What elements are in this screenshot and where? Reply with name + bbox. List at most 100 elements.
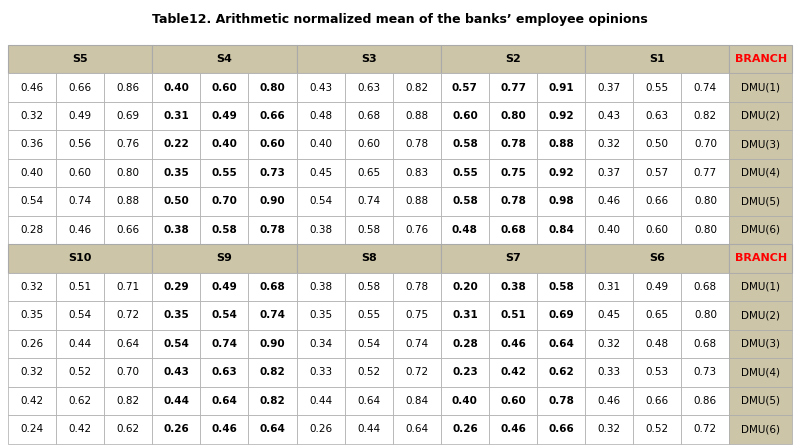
Bar [104, 102, 152, 130]
Text: 0.50: 0.50 [646, 139, 669, 150]
Text: DMU(5): DMU(5) [742, 396, 780, 406]
Text: 0.73: 0.73 [260, 168, 286, 178]
Bar [200, 187, 249, 215]
Bar [104, 273, 152, 301]
Bar [104, 330, 152, 358]
Text: 0.50: 0.50 [163, 196, 190, 207]
Bar [441, 330, 489, 358]
Text: 0.88: 0.88 [117, 196, 140, 207]
Text: 0.58: 0.58 [211, 225, 238, 235]
Bar [441, 358, 489, 387]
Bar [730, 244, 792, 273]
Text: 0.80: 0.80 [694, 310, 717, 320]
Text: 0.57: 0.57 [646, 168, 669, 178]
Text: 0.51: 0.51 [69, 282, 92, 292]
Bar [441, 130, 489, 159]
Bar [682, 215, 730, 244]
Text: 0.65: 0.65 [646, 310, 669, 320]
Bar [634, 187, 682, 215]
Bar [200, 73, 249, 102]
Text: 0.54: 0.54 [163, 339, 190, 349]
Bar [537, 358, 585, 387]
Text: 0.65: 0.65 [357, 168, 380, 178]
Bar [345, 187, 393, 215]
Bar [8, 301, 56, 330]
Text: 0.60: 0.60 [260, 139, 286, 150]
Bar [682, 159, 730, 187]
Bar [152, 215, 200, 244]
Bar [441, 244, 585, 273]
Bar [585, 330, 634, 358]
Bar [345, 102, 393, 130]
Text: 0.31: 0.31 [452, 310, 478, 320]
Bar [585, 73, 634, 102]
Text: 0.31: 0.31 [598, 282, 621, 292]
Text: 0.74: 0.74 [694, 82, 717, 93]
Bar [249, 187, 297, 215]
Bar [489, 273, 537, 301]
Bar [104, 159, 152, 187]
Bar [104, 387, 152, 415]
Bar [634, 301, 682, 330]
Text: 0.68: 0.68 [694, 282, 717, 292]
Text: 0.64: 0.64 [406, 424, 428, 434]
Text: 0.64: 0.64 [260, 424, 286, 434]
Text: 0.52: 0.52 [69, 367, 92, 377]
Bar [393, 130, 441, 159]
Bar [297, 244, 441, 273]
Text: 0.46: 0.46 [598, 196, 621, 207]
Text: 0.40: 0.40 [309, 139, 332, 150]
Bar [489, 415, 537, 444]
Text: 0.54: 0.54 [69, 310, 92, 320]
Text: BRANCH: BRANCH [734, 54, 786, 64]
Bar [585, 159, 634, 187]
Text: S1: S1 [650, 54, 666, 64]
Text: 0.62: 0.62 [69, 396, 92, 406]
Bar [345, 358, 393, 387]
Bar [634, 358, 682, 387]
Bar [56, 215, 104, 244]
Text: 0.58: 0.58 [452, 139, 478, 150]
Text: 0.80: 0.80 [260, 82, 286, 93]
Text: 0.76: 0.76 [406, 225, 428, 235]
Bar [152, 330, 200, 358]
Text: 0.74: 0.74 [357, 196, 380, 207]
Bar [104, 215, 152, 244]
Bar [537, 387, 585, 415]
Bar [634, 273, 682, 301]
Text: 0.42: 0.42 [500, 367, 526, 377]
Text: 0.54: 0.54 [21, 196, 44, 207]
Text: DMU(2): DMU(2) [742, 111, 780, 121]
Bar [200, 102, 249, 130]
Bar [8, 273, 56, 301]
Text: 0.55: 0.55 [357, 310, 380, 320]
Bar [585, 244, 730, 273]
Bar [682, 187, 730, 215]
Bar [730, 215, 792, 244]
Text: 0.63: 0.63 [357, 82, 380, 93]
Bar [297, 387, 345, 415]
Bar [104, 73, 152, 102]
Text: 0.35: 0.35 [163, 310, 190, 320]
Bar [345, 273, 393, 301]
Text: 0.70: 0.70 [117, 367, 140, 377]
Text: 0.38: 0.38 [309, 282, 332, 292]
Text: DMU(3): DMU(3) [742, 139, 780, 150]
Bar [8, 415, 56, 444]
Bar [441, 215, 489, 244]
Text: 0.72: 0.72 [406, 367, 428, 377]
Bar [8, 45, 152, 73]
Text: 0.44: 0.44 [69, 339, 92, 349]
Bar [489, 73, 537, 102]
Text: 0.71: 0.71 [117, 282, 140, 292]
Bar [682, 273, 730, 301]
Bar [297, 358, 345, 387]
Text: 0.40: 0.40 [21, 168, 43, 178]
Bar [730, 102, 792, 130]
Bar [249, 273, 297, 301]
Bar [345, 387, 393, 415]
Bar [393, 159, 441, 187]
Bar [682, 301, 730, 330]
Bar [393, 273, 441, 301]
Bar [730, 358, 792, 387]
